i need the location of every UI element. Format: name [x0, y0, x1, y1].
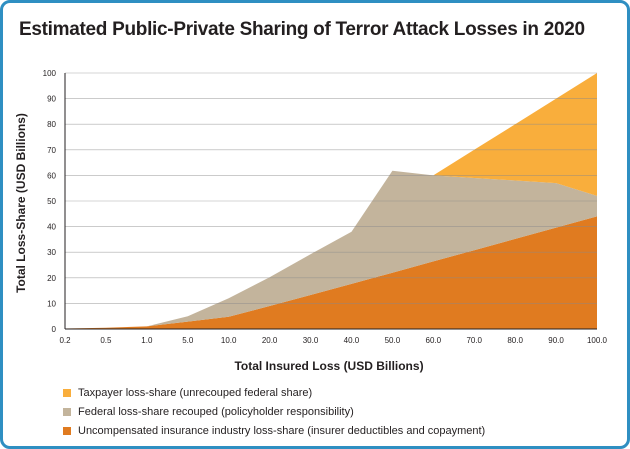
legend-item-federal-recouped: Federal loss-share recouped (policyholde…	[63, 402, 485, 421]
y-tick-label: 80	[47, 120, 56, 129]
x-tick-label: 10.0	[221, 336, 237, 345]
x-tick-label: 100.0	[587, 336, 608, 345]
area-series-2	[65, 170, 597, 329]
y-axis-label: Total Loss-Share (USD Billions)	[14, 113, 28, 293]
legend-item-taxpayer: Taxpayer loss-share (unrecouped federal …	[63, 383, 485, 402]
y-tick-label: 0	[52, 325, 57, 334]
legend-swatch	[63, 388, 71, 397]
chart-svg: 0 10 20 30 40 50 60 70 80 90 100 0.2 0.5 1.0 5.0 10.0 20…	[14, 69, 608, 373]
y-tick-label: 30	[47, 248, 56, 257]
x-tick-label: 20.0	[262, 336, 278, 345]
tick-labels: 0 10 20 30 40 50 60 70 80 90 100 0.2 0.5 1.0 5.0 10.0 20…	[43, 69, 608, 345]
legend-item-industry: Uncompensated insurance industry loss-sh…	[63, 421, 485, 440]
y-tick-label: 10	[47, 299, 56, 308]
x-axis-label: Total Insured Loss (USD Billions)	[234, 359, 423, 373]
y-tick-label: 20	[47, 274, 56, 283]
legend-swatch	[63, 426, 71, 435]
y-tick-label: 40	[47, 223, 56, 232]
y-tick-label: 90	[47, 95, 56, 104]
legend-label: Federal loss-share recouped (policyholde…	[78, 405, 354, 418]
legend-swatch	[63, 407, 71, 416]
y-tick-label: 60	[47, 171, 56, 180]
chart-title: Estimated Public-Private Sharing of Terr…	[19, 19, 585, 40]
x-tick-label: 90.0	[548, 336, 564, 345]
x-tick-label: 70.0	[466, 336, 482, 345]
x-tick-label: 5.0	[182, 336, 194, 345]
x-tick-label: 30.0	[303, 336, 319, 345]
axes	[64, 73, 597, 330]
area-series-1	[65, 216, 597, 329]
legend-label: Uncompensated insurance industry loss-sh…	[78, 424, 486, 437]
x-tick-label: 0.2	[59, 336, 71, 345]
x-tick-label: 40.0	[344, 336, 360, 345]
area-layer	[65, 73, 597, 329]
legend: Taxpayer loss-share (unrecouped federal …	[63, 383, 485, 440]
y-tick-label: 70	[47, 146, 56, 155]
y-tick-label: 100	[43, 69, 57, 78]
x-tick-label: 80.0	[507, 336, 523, 345]
legend-label: Taxpayer loss-share (unrecouped federal …	[78, 386, 313, 399]
x-tick-label: 50.0	[385, 336, 401, 345]
gridlines	[65, 72, 597, 304]
x-tick-label: 0.5	[100, 336, 112, 345]
y-tick-label: 50	[47, 197, 56, 206]
x-tick-label: 1.0	[141, 336, 153, 345]
x-tick-label: 60.0	[426, 336, 442, 345]
